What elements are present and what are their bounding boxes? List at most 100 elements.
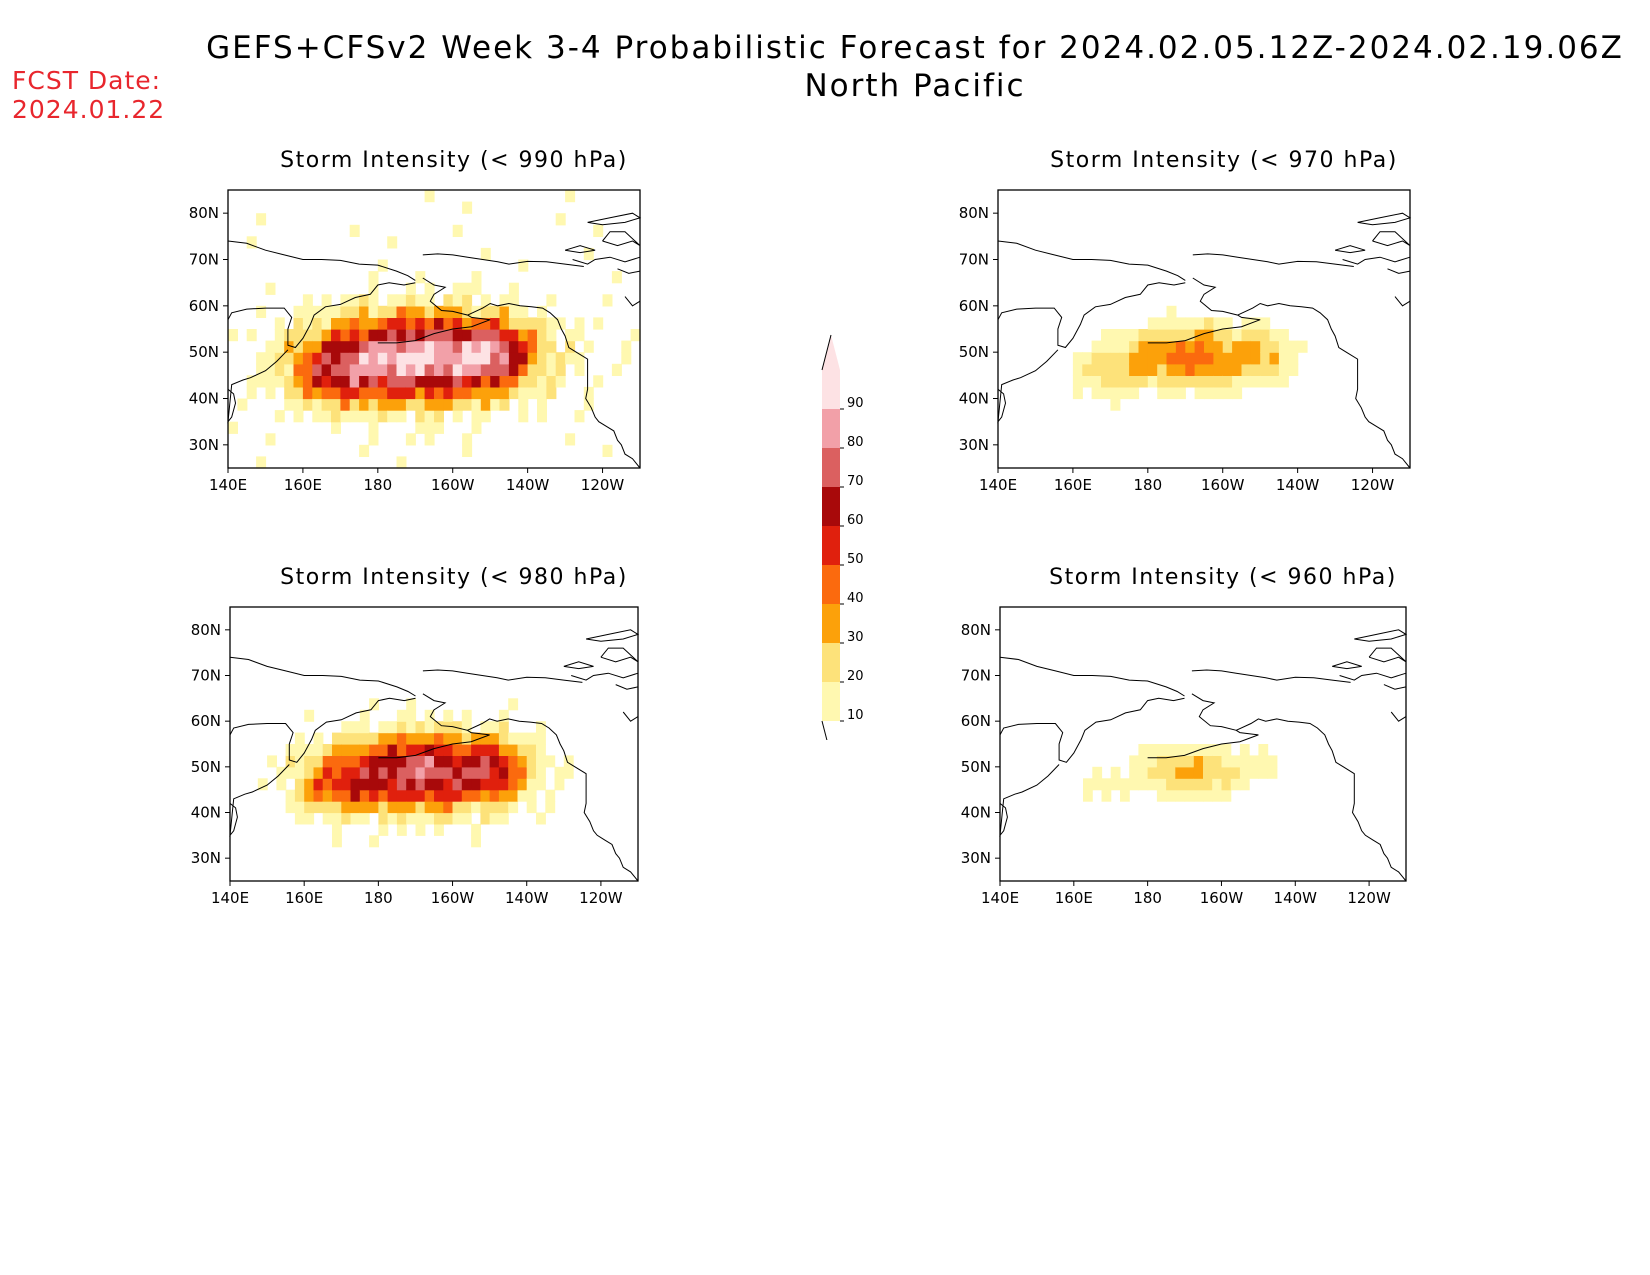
- prob-cell: [1091, 386, 1102, 400]
- prob-cell: [1083, 789, 1093, 802]
- prob-cell: [246, 375, 257, 388]
- prob-cell: [312, 329, 323, 342]
- prob-cell: [340, 398, 351, 411]
- prob-cell: [1185, 352, 1196, 365]
- prob-cell: [359, 317, 370, 330]
- prob-cell: [462, 294, 473, 307]
- prob-cell: [312, 340, 323, 353]
- lat-tick-label: 70N: [959, 251, 989, 269]
- prob-cell: [489, 732, 500, 745]
- coastline: [997, 349, 1059, 424]
- prob-cell: [406, 778, 417, 791]
- prob-cell: [499, 375, 510, 388]
- prob-cell: [312, 305, 323, 318]
- prob-cell: [1250, 329, 1261, 342]
- coastline: [617, 268, 641, 274]
- prob-cell: [517, 778, 528, 791]
- prob-cell: [415, 352, 426, 365]
- coastline: [467, 718, 639, 882]
- prob-cell: [405, 317, 416, 330]
- prob-cell: [1212, 789, 1222, 802]
- prob-cell: [526, 732, 537, 745]
- lat-tick-label: 50N: [961, 758, 991, 776]
- prob-cell: [424, 282, 435, 295]
- panel-title-990: Storm Intensity (< 990 hPa): [280, 148, 628, 173]
- prob-cell: [518, 305, 529, 318]
- prob-cell: [359, 294, 370, 307]
- prob-cell: [1072, 352, 1083, 365]
- prob-cell: [498, 801, 509, 814]
- prob-cell: [312, 352, 323, 365]
- lat-tick-label: 80N: [191, 621, 221, 639]
- lon-tick-label: 180: [1133, 889, 1162, 907]
- prob-cell: [340, 363, 351, 376]
- coastline: [1357, 212, 1412, 226]
- prob-cell: [1082, 363, 1093, 376]
- lat-tick-label: 30N: [961, 849, 991, 867]
- prob-cell: [369, 744, 379, 756]
- prob-cell: [424, 340, 435, 353]
- coastline: [587, 212, 642, 226]
- prob-cell: [1221, 789, 1232, 802]
- prob-cell: [396, 755, 407, 768]
- prob-cell: [1156, 766, 1167, 779]
- prob-cell: [1222, 363, 1233, 376]
- prob-cell: [1204, 329, 1214, 342]
- prob-cell: [415, 421, 426, 434]
- lon-tick-label: 180: [363, 476, 392, 494]
- prob-cell: [490, 317, 501, 330]
- prob-cell: [1157, 352, 1168, 365]
- prob-cell: [480, 363, 491, 376]
- prob-cell: [1166, 340, 1177, 353]
- coastline: [227, 349, 289, 424]
- prob-cell: [285, 744, 296, 756]
- prob-cell: [406, 812, 417, 825]
- prob-cell: [471, 375, 482, 388]
- field-p990: [228, 190, 641, 469]
- prob-cell: [434, 744, 444, 756]
- prob-cell: [424, 433, 435, 446]
- prob-cell: [1138, 778, 1149, 791]
- prob-cell: [471, 732, 481, 745]
- colorbar-segment: [822, 565, 840, 604]
- prob-cell: [1221, 778, 1232, 791]
- colorbar-outline: [821, 720, 828, 740]
- prob-cell: [267, 755, 277, 768]
- prob-cell: [471, 363, 482, 376]
- prob-cell: [368, 282, 379, 295]
- prob-cell: [498, 709, 509, 722]
- prob-cell: [452, 317, 463, 330]
- colorbar-tip-bottom: [822, 721, 840, 740]
- coastline: [377, 277, 491, 344]
- prob-cell: [1119, 386, 1130, 400]
- prob-cell: [424, 709, 435, 722]
- prob-cell: [489, 789, 500, 802]
- prob-cell: [508, 329, 519, 342]
- lon-tick-label: 140E: [979, 476, 1017, 494]
- prob-cell: [340, 317, 351, 330]
- colorbar-segment: [822, 682, 840, 721]
- prob-cell: [368, 305, 379, 318]
- prob-cell: [1166, 789, 1176, 802]
- prob-cell: [490, 305, 501, 318]
- prob-cell: [434, 340, 444, 353]
- prob-cell: [387, 363, 398, 376]
- prob-cell: [294, 778, 305, 791]
- prob-cell: [537, 340, 547, 353]
- prob-cell: [1239, 755, 1250, 768]
- prob-cell: [1175, 778, 1186, 791]
- prob-cell: [1267, 755, 1278, 768]
- prob-cell: [1175, 766, 1186, 779]
- prob-cell: [480, 732, 491, 745]
- prob-cell: [378, 766, 389, 779]
- prob-cell: [368, 329, 379, 342]
- prob-cell: [341, 812, 352, 825]
- prob-cell: [536, 732, 546, 745]
- prob-cell: [526, 766, 537, 779]
- prob-cell: [498, 721, 509, 734]
- prob-cell: [452, 363, 463, 376]
- prob-cell: [480, 329, 491, 342]
- prob-cell: [471, 410, 482, 423]
- prob-cell: [480, 766, 491, 779]
- prob-cell: [1156, 755, 1167, 768]
